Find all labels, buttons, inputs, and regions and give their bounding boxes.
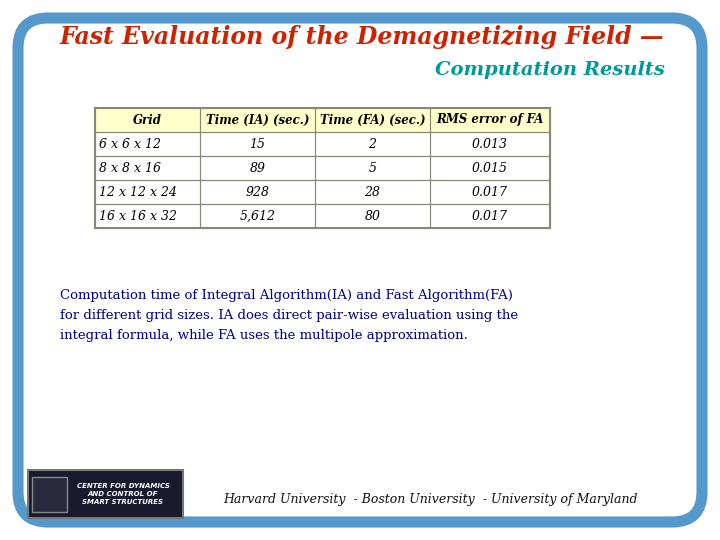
Text: 0.015: 0.015 <box>472 161 508 174</box>
Bar <box>315 180 430 204</box>
Text: 0.013: 0.013 <box>472 138 508 151</box>
FancyBboxPatch shape <box>18 18 702 522</box>
Text: Harvard University  - Boston University  - University of Maryland: Harvard University - Boston University -… <box>222 494 637 507</box>
Text: Grid: Grid <box>133 113 162 126</box>
Bar <box>200 180 315 204</box>
Text: 6 x 6 x 12: 6 x 6 x 12 <box>99 138 161 151</box>
Text: 16 x 16 x 32: 16 x 16 x 32 <box>99 210 177 222</box>
Bar <box>32 477 67 512</box>
Text: 28: 28 <box>364 186 380 199</box>
Text: Fast Evaluation of the Demagnetizing Field —: Fast Evaluation of the Demagnetizing Fie… <box>60 25 665 49</box>
Bar <box>430 204 550 228</box>
Text: 15: 15 <box>250 138 266 151</box>
Text: CENTER FOR DYNAMICS
AND CONTROL OF
SMART STRUCTURES: CENTER FOR DYNAMICS AND CONTROL OF SMART… <box>76 483 169 505</box>
Bar <box>430 156 550 180</box>
Text: RMS error of FA: RMS error of FA <box>436 113 544 126</box>
Bar <box>28 470 183 518</box>
Bar <box>200 156 315 180</box>
Text: 80: 80 <box>364 210 380 222</box>
Bar <box>95 132 200 156</box>
Bar <box>200 108 315 132</box>
Bar <box>430 108 550 132</box>
Bar <box>95 204 550 228</box>
Bar <box>95 180 200 204</box>
Bar <box>315 132 430 156</box>
Text: 2: 2 <box>369 138 377 151</box>
Bar <box>95 108 550 132</box>
Text: 0.017: 0.017 <box>472 210 508 222</box>
Bar <box>95 204 200 228</box>
Bar <box>95 132 550 156</box>
Text: 5: 5 <box>369 161 377 174</box>
Text: Computation time of Integral Algorithm(IA) and Fast Algorithm(FA): Computation time of Integral Algorithm(I… <box>60 288 513 301</box>
Bar <box>430 132 550 156</box>
Text: 928: 928 <box>246 186 269 199</box>
Text: 0.017: 0.017 <box>472 186 508 199</box>
Bar <box>315 204 430 228</box>
Text: 89: 89 <box>250 161 266 174</box>
Bar <box>95 156 550 180</box>
Text: Computation Results: Computation Results <box>435 61 665 79</box>
Bar <box>200 132 315 156</box>
Text: for different grid sizes. IA does direct pair-wise evaluation using the: for different grid sizes. IA does direct… <box>60 308 518 321</box>
Text: 8 x 8 x 16: 8 x 8 x 16 <box>99 161 161 174</box>
Text: Time (IA) (sec.): Time (IA) (sec.) <box>206 113 309 126</box>
Bar <box>95 156 200 180</box>
Bar <box>95 108 200 132</box>
Bar <box>315 156 430 180</box>
Text: Time (FA) (sec.): Time (FA) (sec.) <box>320 113 426 126</box>
Bar <box>315 108 430 132</box>
Text: 5,612: 5,612 <box>240 210 276 222</box>
Text: 12 x 12 x 24: 12 x 12 x 24 <box>99 186 177 199</box>
Text: integral formula, while FA uses the multipole approximation.: integral formula, while FA uses the mult… <box>60 328 468 341</box>
Bar <box>95 108 550 228</box>
Bar <box>200 204 315 228</box>
Bar <box>95 180 550 204</box>
Bar <box>430 180 550 204</box>
